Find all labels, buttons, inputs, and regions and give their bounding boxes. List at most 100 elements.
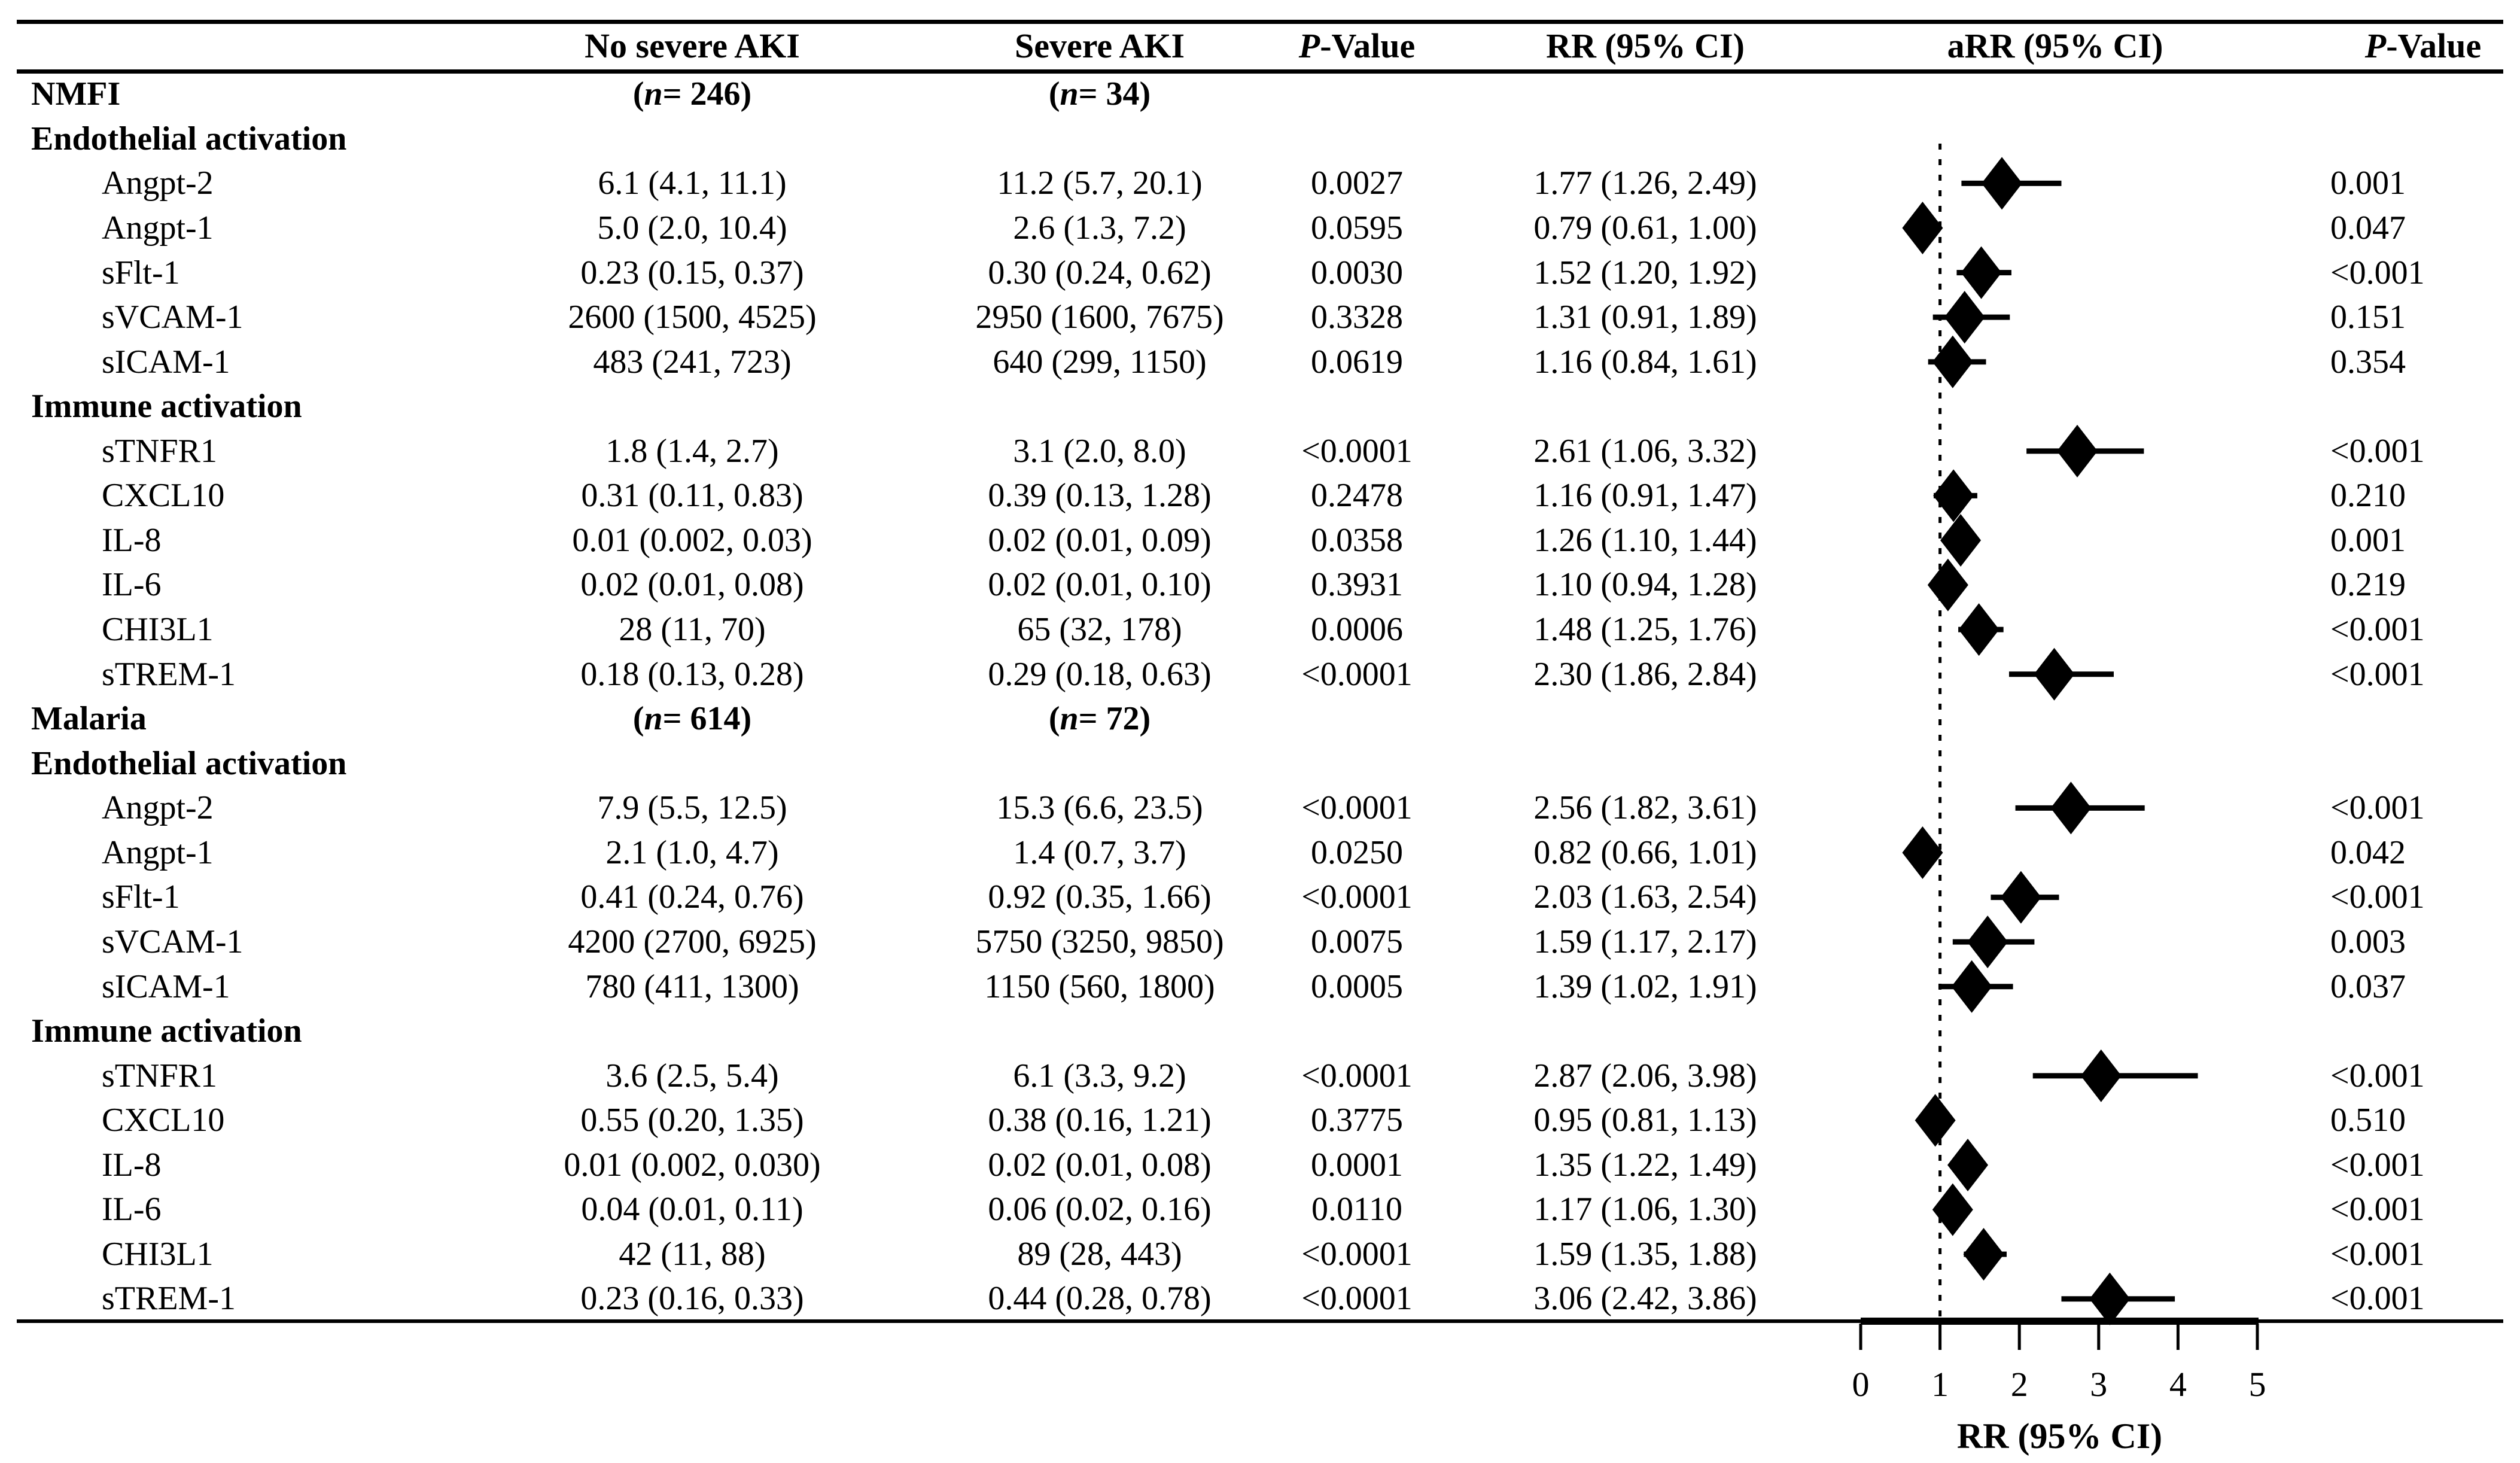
row-label: sVCAM-1 (102, 923, 244, 960)
no-severe-aki-value: 0.18 (0.13, 0.28) (580, 655, 804, 693)
no-severe-aki-value: 28 (11, 70) (619, 611, 766, 649)
p-value-unadjusted: 0.0001 (1311, 1146, 1403, 1184)
p-value-unadjusted (1267, 1009, 1447, 1054)
table-row: IL-8 0.01 (0.002, 0.03) 0.02 (0.01, 0.09… (0, 518, 2520, 563)
table-row: sICAM-1 483 (241, 723) 640 (299, 1150) 0… (0, 339, 2520, 384)
p-value-adjusted: <0.001 (2330, 432, 2425, 470)
no-severe-aki-value: 0.23 (0.15, 0.37) (580, 254, 804, 291)
table-row: sICAM-1 780 (411, 1300) 1150 (560, 1800)… (0, 964, 2520, 1009)
p-value-adjusted: <0.001 (2330, 254, 2425, 291)
p-value-adjusted: <0.001 (2330, 1235, 2425, 1273)
row-label: sICAM-1 (102, 968, 230, 1005)
row-label: sTREM-1 (102, 655, 236, 693)
x-tick-label: 4 (2169, 1365, 2187, 1404)
row-label: Angpt-2 (102, 789, 214, 827)
rr-ci-value: 2.03 (1.63, 2.54) (1533, 878, 1757, 916)
row-label: Immune activation (31, 388, 302, 425)
p-value-unadjusted (1267, 741, 1447, 786)
table-row: CHI3L1 42 (11, 88) 89 (28, 443) <0.0001 … (0, 1232, 2520, 1277)
p-value-unadjusted: 0.0250 (1311, 834, 1403, 871)
row-label: sTREM-1 (102, 1280, 236, 1318)
severe-aki-value: 3.1 (2.0, 8.0) (1013, 432, 1186, 470)
p-value-unadjusted: 0.0595 (1311, 209, 1403, 247)
rr-ci-value: 2.61 (1.06, 3.32) (1533, 432, 1757, 470)
table-row: sTREM-1 0.18 (0.13, 0.28) 0.29 (0.18, 0.… (0, 652, 2520, 696)
table-row: Endothelial activation (0, 741, 2520, 786)
no-severe-aki-value: 3.6 (2.5, 5.4) (605, 1057, 779, 1094)
no-severe-aki-value: 1.8 (1.4, 2.7) (605, 432, 779, 470)
row-label: Malaria (31, 700, 147, 738)
rr-ci-value (1466, 741, 1825, 786)
table-row: sTNFR1 1.8 (1.4, 2.7) 3.1 (2.0, 8.0) <0.… (0, 429, 2520, 474)
p-value-adjusted: <0.001 (2330, 878, 2425, 916)
table-row: sFlt-1 0.41 (0.24, 0.76) 0.92 (0.35, 1.6… (0, 875, 2520, 920)
p-value-unadjusted: 0.0075 (1311, 923, 1403, 960)
no-severe-aki-value: (n = 246) (632, 75, 752, 113)
top-rule (17, 20, 2503, 24)
table-row: Immune activation (0, 384, 2520, 429)
table-row: Malaria (n = 614) (n = 72) (0, 696, 2520, 741)
severe-aki-value: 0.06 (0.02, 0.16) (988, 1191, 1212, 1228)
no-severe-aki-value: 0.02 (0.01, 0.08) (580, 566, 804, 604)
rr-ci-value: 1.77 (1.26, 2.49) (1533, 165, 1757, 202)
p-value-unadjusted: 0.0110 (1311, 1191, 1402, 1228)
severe-aki-value: 2950 (1600, 7675) (975, 299, 1224, 336)
row-label: IL-8 (102, 1146, 162, 1184)
p-value-unadjusted (1267, 72, 1447, 117)
p-value-adjusted: <0.001 (2330, 1057, 2425, 1094)
no-severe-aki-value: 4200 (2700, 6925) (568, 923, 817, 960)
p-value-unadjusted: 0.0619 (1311, 343, 1403, 381)
p-value-unadjusted: 0.3931 (1311, 566, 1403, 604)
no-severe-aki-value: 2600 (1500, 4525) (568, 299, 817, 336)
row-label: NMFI (31, 75, 121, 113)
rr-ci-value (1466, 117, 1825, 162)
rr-ci-value: 1.59 (1.17, 2.17) (1533, 923, 1757, 960)
no-severe-aki-value: 0.01 (0.002, 0.03) (572, 521, 812, 559)
table-row: CXCL10 0.31 (0.11, 0.83) 0.39 (0.13, 1.2… (0, 473, 2520, 518)
rr-ci-value: 1.16 (0.84, 1.61) (1533, 343, 1757, 381)
severe-aki-value: 640 (299, 1150) (993, 343, 1207, 381)
p-value-unadjusted: <0.0001 (1301, 432, 1413, 470)
p-value-adjusted: 0.510 (2330, 1102, 2406, 1139)
row-label: IL-8 (102, 521, 162, 559)
severe-aki-value (920, 384, 1279, 429)
rr-ci-value: 1.39 (1.02, 1.91) (1533, 968, 1757, 1005)
table-row: NMFI (n = 246) (n = 34) (0, 72, 2520, 117)
rr-ci-value: 3.06 (2.42, 3.86) (1533, 1280, 1757, 1318)
table-row: IL-8 0.01 (0.002, 0.030) 0.02 (0.01, 0.0… (0, 1143, 2520, 1188)
severe-aki-value: 1150 (560, 1800) (984, 968, 1215, 1005)
p-value-adjusted (2330, 741, 2520, 786)
severe-aki-value: 1.4 (0.7, 3.7) (1013, 834, 1186, 871)
no-severe-aki-value (453, 117, 932, 162)
table-row: CHI3L1 28 (11, 70) 65 (32, 178) 0.0006 1… (0, 607, 2520, 652)
rr-ci-value: 1.35 (1.22, 1.49) (1533, 1146, 1757, 1184)
p-value-unadjusted: 0.3775 (1311, 1102, 1403, 1139)
table-row: Endothelial activation (0, 117, 2520, 162)
severe-aki-value: 0.02 (0.01, 0.08) (988, 1146, 1212, 1184)
table-row: Angpt-1 2.1 (1.0, 4.7) 1.4 (0.7, 3.7) 0.… (0, 831, 2520, 875)
p-value-unadjusted: <0.0001 (1301, 1235, 1413, 1273)
row-label: sFlt-1 (102, 878, 180, 916)
severe-aki-value: 0.44 (0.28, 0.78) (988, 1280, 1212, 1318)
p-value-adjusted: <0.001 (2330, 1280, 2425, 1318)
p-value-adjusted: <0.001 (2330, 611, 2425, 649)
severe-aki-value: 89 (28, 443) (1017, 1235, 1182, 1273)
severe-aki-value (920, 741, 1279, 786)
row-label: sTNFR1 (102, 432, 217, 470)
p-value-unadjusted: 0.0027 (1311, 165, 1403, 202)
rr-ci-value: 0.79 (0.61, 1.00) (1533, 209, 1757, 247)
x-tick-label: 0 (1852, 1365, 1870, 1404)
no-severe-aki-value: 5.0 (2.0, 10.4) (597, 209, 787, 247)
row-label: CHI3L1 (102, 611, 214, 649)
severe-aki-value: 0.02 (0.01, 0.10) (988, 566, 1212, 604)
no-severe-aki-value: 0.55 (0.20, 1.35) (580, 1102, 804, 1139)
header-no-severe-aki: No severe AKI (585, 26, 800, 65)
p-value-adjusted (2330, 1009, 2520, 1054)
table-row: IL-6 0.02 (0.01, 0.08) 0.02 (0.01, 0.10)… (0, 562, 2520, 607)
row-label: Angpt-1 (102, 209, 214, 247)
rr-ci-value: 1.52 (1.20, 1.92) (1533, 254, 1757, 291)
x-tick-label: 1 (1931, 1365, 1949, 1404)
severe-aki-value: 0.30 (0.24, 0.62) (988, 254, 1212, 291)
row-label: CXCL10 (102, 477, 225, 515)
p-value-adjusted: <0.001 (2330, 789, 2425, 827)
